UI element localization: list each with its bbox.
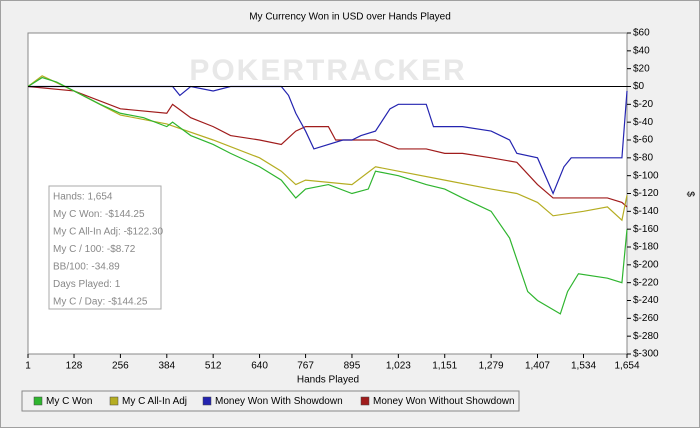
x-tick-label: 384 — [158, 361, 175, 372]
legend-label: My C All-In Adj — [122, 396, 187, 407]
y-tick-label: $-80 — [633, 152, 653, 163]
y-tick-label: $20 — [633, 63, 650, 74]
y-tick-label: $60 — [633, 28, 650, 39]
series-line — [27, 76, 628, 315]
legend-swatch — [109, 396, 119, 406]
stat-line: My C All-In Adj: -$122.30 — [53, 227, 163, 238]
stat-line: Hands: 1,654 — [53, 192, 113, 203]
x-tick-label: 1,654 — [614, 361, 639, 372]
y-tick-label: $-60 — [633, 135, 653, 146]
series-line — [28, 85, 628, 196]
y-tick-label: $-300 — [633, 349, 659, 360]
y-tick-label: $-200 — [633, 259, 659, 270]
y-tick-label: $-260 — [633, 313, 659, 324]
x-tick-label: 767 — [297, 361, 314, 372]
x-tick-label: 128 — [66, 361, 83, 372]
stat-line: BB/100: -34.89 — [53, 262, 120, 273]
legend-swatch — [202, 396, 212, 406]
y-tick-label: $-140 — [633, 206, 659, 217]
y-tick-label: $-20 — [633, 99, 653, 110]
lines — [27, 75, 628, 315]
y-tick-label: $-220 — [633, 277, 659, 288]
y-tick-label: $-240 — [633, 295, 659, 306]
y-tick-label: $0 — [633, 81, 645, 92]
y-tick-label: $-180 — [633, 242, 659, 253]
x-tick-label: 512 — [205, 361, 222, 372]
x-tick-label: 640 — [251, 361, 268, 372]
y-tick-label: $-280 — [633, 331, 659, 342]
series-line — [27, 75, 628, 222]
stats-box — [48, 185, 162, 310]
x-tick-label: 1,279 — [479, 361, 504, 372]
chart-title: My Currency Won in USD over Hands Played — [249, 12, 451, 23]
legend-swatch — [360, 396, 370, 406]
stat-line: My C Won: -$144.25 — [53, 209, 145, 220]
y-tick-label: $-40 — [633, 117, 653, 128]
legend-label: My C Won — [46, 396, 93, 407]
x-tick-label: 1,534 — [571, 361, 596, 372]
y-tick-label: $-160 — [633, 224, 659, 235]
legend — [21, 390, 520, 412]
stat-line: Days Played: 1 — [53, 279, 121, 290]
y-axis-label: $ — [684, 191, 695, 197]
stat-line: My C / Day: -$144.25 — [53, 297, 148, 308]
x-tick-label: 1,151 — [432, 361, 457, 372]
x-axis-label: Hands Played — [297, 375, 359, 386]
x-tick-label: 256 — [112, 361, 129, 372]
y-tick-label: $-100 — [633, 170, 659, 181]
x-tick-label: 1,407 — [525, 361, 550, 372]
watermark: POKERTRACKER — [189, 54, 466, 87]
legend-label: Money Won With Showdown — [215, 396, 343, 407]
legend-swatch — [33, 396, 43, 406]
x-tick-label: 895 — [344, 361, 361, 372]
x-tick-label: 1,023 — [386, 361, 411, 372]
y-tick-label: $40 — [633, 45, 650, 56]
y-tick-label: $-120 — [633, 188, 659, 199]
legend-label: Money Won Without Showdown — [373, 396, 515, 407]
stat-line: My C / 100: -$8.72 — [53, 244, 136, 255]
x-tick-label: 1 — [25, 361, 31, 372]
